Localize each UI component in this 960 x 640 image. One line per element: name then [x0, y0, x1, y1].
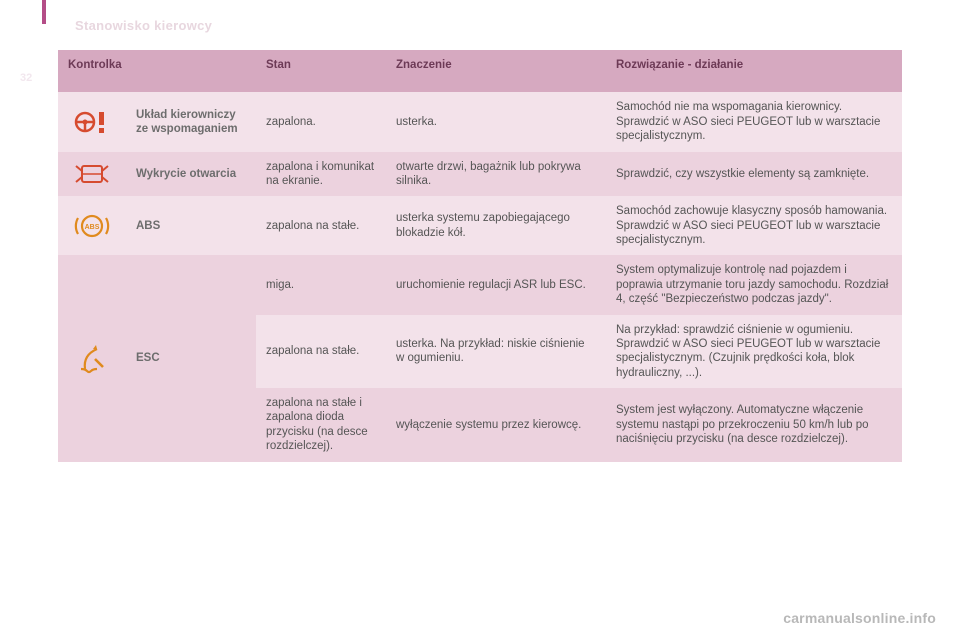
left-accent-bar — [42, 0, 46, 24]
cell-state: zapalona i komunikat na ekranie. — [256, 152, 386, 197]
door-open-icon — [73, 160, 111, 188]
table-row: ESC miga. uruchomienie regulacji ASR lub… — [58, 255, 902, 314]
cell-state: zapalona na stałe. — [256, 315, 386, 389]
footer-url: carmanualsonline.info — [783, 610, 936, 626]
cell-meaning: uruchomienie regulacji ASR lub ESC. — [386, 255, 606, 314]
abs-icon: ABS — [73, 211, 111, 241]
cell-icon — [58, 92, 126, 151]
cell-meaning: usterka. — [386, 92, 606, 151]
cell-solution: Samochód zachowuje klasyczny sposób hamo… — [606, 196, 902, 255]
cell-state: zapalona na stałe i zapalona dioda przyc… — [256, 388, 386, 462]
cell-state: zapalona. — [256, 92, 386, 151]
cell-meaning: otwarte drzwi, bagażnik lub pokrywa siln… — [386, 152, 606, 197]
table-row: ABS ABS zapalona na stałe. usterka syste… — [58, 196, 902, 255]
svg-text:ABS: ABS — [85, 224, 100, 231]
table-header-row: Kontrolka Stan Znaczenie Rozwiązanie - d… — [58, 50, 902, 92]
table-row: Układ kierowniczy ze wspomaganiem zapalo… — [58, 92, 902, 151]
cell-meaning: usterka. Na przykład: niskie ciśnienie w… — [386, 315, 606, 389]
cell-name: ESC — [126, 255, 256, 461]
th-kontrolka: Kontrolka — [58, 50, 256, 92]
th-znaczenie: Znaczenie — [386, 50, 606, 92]
cell-solution: System jest wyłączony. Automatyczne włąc… — [606, 388, 902, 462]
th-stan: Stan — [256, 50, 386, 92]
cell-state: zapalona na stałe. — [256, 196, 386, 255]
cell-icon: ABS — [58, 196, 126, 255]
cell-solution: Samochód nie ma wspomagania kierownicy. … — [606, 92, 902, 151]
cell-meaning: usterka systemu zapobiegającego blokadzi… — [386, 196, 606, 255]
cell-icon — [58, 255, 126, 461]
th-rozwiazanie: Rozwiązanie - działanie — [606, 50, 902, 92]
esc-icon — [73, 341, 111, 375]
page-number: 32 — [20, 72, 32, 84]
section-title: Stanowisko kierowcy — [75, 18, 212, 33]
indicator-table: Kontrolka Stan Znaczenie Rozwiązanie - d… — [58, 50, 902, 462]
cell-name: Układ kierowniczy ze wspomaganiem — [126, 92, 256, 151]
cell-name: Wykrycie otwarcia — [126, 152, 256, 197]
cell-state: miga. — [256, 255, 386, 314]
cell-solution: Na przykład: sprawdzić ciśnienie w ogumi… — [606, 315, 902, 389]
cell-solution: Sprawdzić, czy wszystkie elementy są zam… — [606, 152, 902, 197]
cell-icon — [58, 152, 126, 197]
cell-meaning: wyłączenie systemu przez kierowcę. — [386, 388, 606, 462]
steering-warning-icon — [73, 106, 111, 138]
cell-solution: System optymalizuje kontrolę nad pojazde… — [606, 255, 902, 314]
table-row: Wykrycie otwarcia zapalona i komunikat n… — [58, 152, 902, 197]
cell-name: ABS — [126, 196, 256, 255]
